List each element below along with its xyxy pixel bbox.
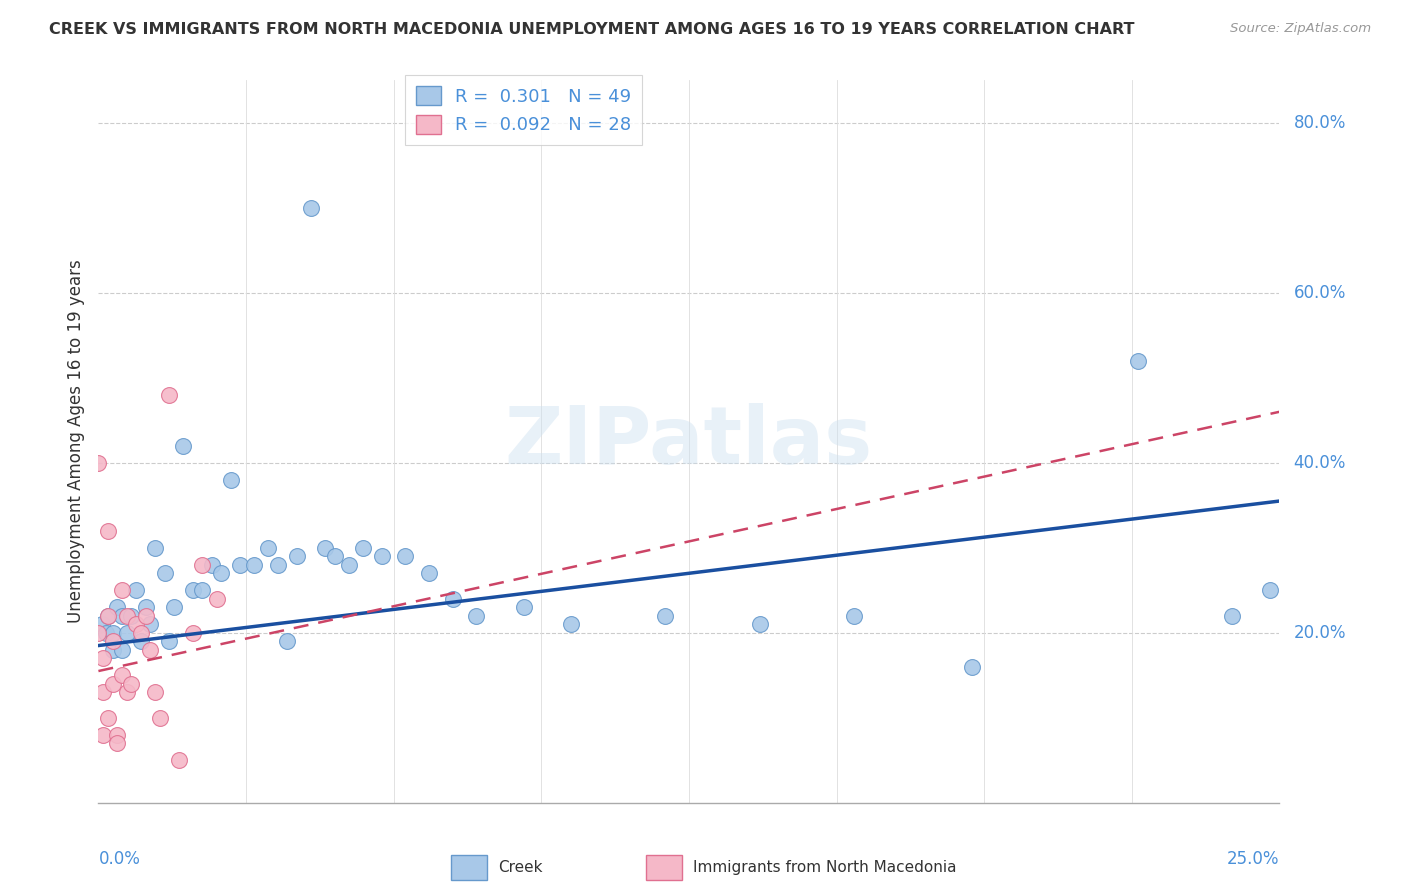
Point (285, 549, 308, 564)
Point (105, 728, 128, 742)
Point (125, 617, 148, 632)
Y-axis label: Unemployment Among Ages 16 to 19 years: Unemployment Among Ages 16 to 19 years (66, 260, 84, 624)
Point (337, 558, 360, 572)
Point (115, 625, 138, 640)
Point (121, 608, 143, 623)
Point (129, 634, 152, 648)
Point (97, 608, 120, 623)
Point (201, 558, 224, 572)
Point (87, 625, 110, 640)
Text: CREEK VS IMMIGRANTS FROM NORTH MACEDONIA UNEMPLOYMENT AMONG AGES 16 TO 19 YEARS : CREEK VS IMMIGRANTS FROM NORTH MACEDONIA… (49, 22, 1135, 37)
Point (97, 608, 120, 623)
Bar (647, 855, 682, 880)
Point (371, 549, 394, 564)
Point (125, 583, 148, 598)
Point (560, 617, 582, 632)
Point (143, 541, 166, 555)
Point (94, 625, 117, 640)
Point (135, 600, 157, 615)
Bar (451, 855, 486, 880)
Point (1220, 608, 1243, 623)
Point (87, 456, 110, 470)
Point (101, 677, 124, 691)
Point (121, 677, 143, 691)
Point (314, 541, 336, 555)
Point (267, 558, 290, 572)
Point (111, 642, 134, 657)
Point (101, 642, 124, 657)
Text: 60.0%: 60.0% (1294, 284, 1346, 301)
Point (139, 642, 162, 657)
Point (163, 600, 186, 615)
Point (257, 541, 280, 555)
Text: 80.0%: 80.0% (1294, 114, 1346, 132)
Legend: R =  0.301   N = 49, R =  0.092   N = 28: R = 0.301 N = 49, R = 0.092 N = 28 (405, 75, 643, 145)
Text: 20.0%: 20.0% (1294, 624, 1346, 642)
Point (105, 600, 128, 615)
Point (219, 473, 242, 487)
Text: 0.0%: 0.0% (98, 849, 141, 868)
Point (97, 524, 120, 538)
Point (748, 617, 770, 632)
Point (157, 634, 180, 648)
Point (111, 608, 134, 623)
Point (191, 583, 214, 598)
Point (394, 549, 416, 564)
Text: Creek: Creek (499, 860, 543, 875)
Point (243, 558, 266, 572)
Point (191, 558, 214, 572)
Point (229, 558, 252, 572)
Point (1126, 353, 1149, 368)
Point (105, 736, 128, 750)
Point (115, 685, 138, 699)
Point (157, 388, 180, 402)
Point (153, 566, 176, 581)
Text: 25.0%: 25.0% (1227, 849, 1279, 868)
Point (97, 711, 120, 725)
Text: Source: ZipAtlas.com: Source: ZipAtlas.com (1230, 22, 1371, 36)
Point (654, 608, 676, 623)
Point (91, 651, 114, 665)
Point (299, 201, 322, 215)
Point (139, 617, 162, 632)
Point (91, 685, 114, 699)
Point (441, 591, 464, 606)
Text: 40.0%: 40.0% (1294, 454, 1346, 472)
Point (129, 625, 152, 640)
Point (111, 583, 134, 598)
Point (135, 608, 157, 623)
Point (205, 591, 228, 606)
Point (209, 566, 232, 581)
Point (115, 608, 138, 623)
Point (276, 634, 298, 648)
Point (1258, 583, 1281, 598)
Point (172, 439, 194, 453)
Point (323, 549, 346, 564)
Point (352, 541, 374, 555)
Text: ZIPatlas: ZIPatlas (505, 402, 873, 481)
Point (111, 668, 134, 682)
Point (143, 685, 166, 699)
Point (962, 660, 984, 674)
Point (181, 625, 204, 640)
Text: Immigrants from North Macedonia: Immigrants from North Macedonia (693, 860, 957, 875)
Point (101, 634, 124, 648)
Point (91, 728, 114, 742)
Point (418, 566, 440, 581)
Point (167, 753, 190, 767)
Point (512, 600, 534, 615)
Point (181, 583, 204, 598)
Point (844, 608, 866, 623)
Point (101, 625, 124, 640)
Point (149, 711, 172, 725)
Point (465, 608, 488, 623)
Point (91, 617, 114, 632)
